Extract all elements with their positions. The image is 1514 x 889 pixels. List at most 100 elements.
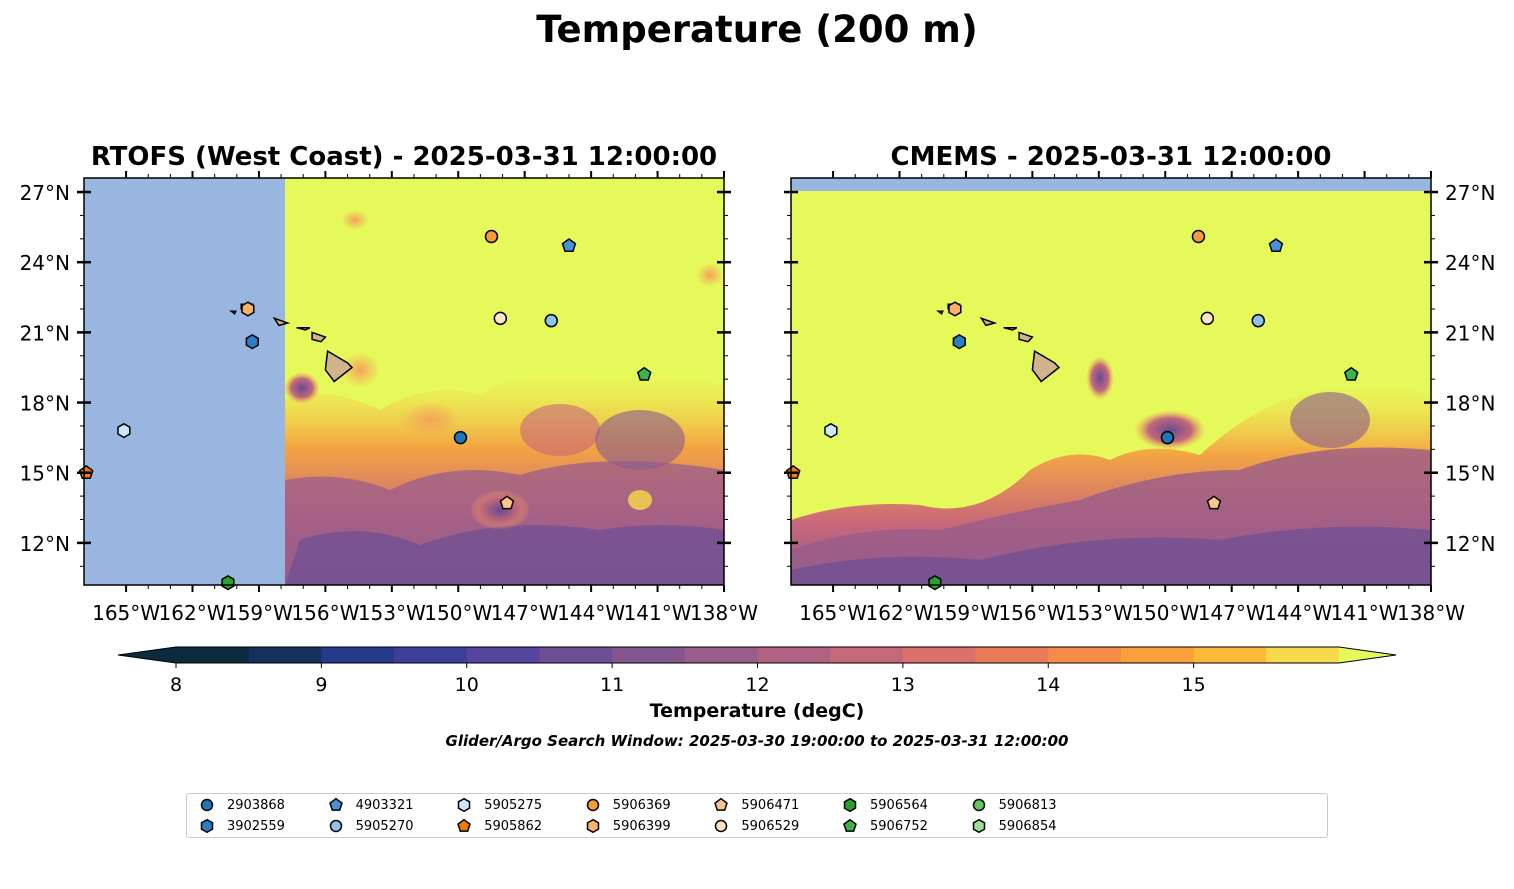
colorbar-bin-10 (902, 647, 977, 663)
x-tick-label-1-5: 150°W (1131, 601, 1199, 625)
legend-glyph-2903868 (200, 798, 214, 812)
colorbar-tick-label-3: 11 (600, 674, 624, 696)
legend-marker-5906399 (586, 818, 600, 834)
y-tick-label-left-4: 15°N (20, 462, 70, 486)
colorbar-bin-6 (612, 647, 686, 663)
y-tick-label-left-2: 21°N (20, 321, 70, 345)
legend-glyph-3902559 (200, 818, 214, 834)
y-tick-label-right-4: 15°N (1445, 462, 1495, 486)
legend-item-3902559: 3902559 (197, 816, 285, 836)
axes-frame-0 (83, 177, 725, 586)
y-tick-label-right-0: 27°N (1445, 181, 1495, 205)
legend-label: 5906813 (998, 797, 1057, 813)
colorbar-bin-11 (975, 647, 1049, 663)
island-0-1 (311, 331, 327, 343)
platform-marker-5906529-p1 (1200, 311, 1215, 326)
legend-item-4903321: 4903321 (326, 795, 414, 815)
map-axes: 165°W162°W159°W156°W153°W150°W147°W144°W… (20, 171, 1495, 625)
legend-item-5906854: 5906854 (969, 816, 1057, 836)
legend-label: 5906471 (741, 797, 800, 813)
platform-marker-5905275-p0 (117, 422, 131, 439)
platform-marker-5906564-p0 (221, 575, 235, 591)
legend-item-5906752: 5906752 (840, 816, 928, 836)
x-tick-label-1-7: 144°W (1264, 601, 1332, 625)
colorbar: 8 9 10 11 12 13 14 15 (117, 646, 1397, 696)
x-tick-label-1-2: 159°W (932, 601, 1000, 625)
platform-marker-5906529-p0 (493, 311, 508, 326)
platform-marker-5906752-p0 (636, 366, 652, 381)
x-tick-label-0-2: 159°W (225, 601, 293, 625)
colorbar-label: Temperature (degC) (649, 700, 865, 722)
island-0-3 (272, 316, 291, 327)
legend-glyph-5906529 (715, 819, 728, 833)
colorbar-tick-label-6: 14 (1036, 674, 1060, 696)
x-tick-label-0-9: 138°W (690, 601, 758, 625)
legend-marker-5906854 (972, 818, 985, 834)
legend-item-5905275: 5905275 (454, 795, 542, 815)
colorbar-over-arrow (1339, 647, 1396, 663)
y-tick-label-right-2: 21°N (1445, 321, 1495, 345)
platform-marker-2903868-p1 (1160, 430, 1175, 445)
island-1-0 (1031, 349, 1061, 383)
colorbar-outline (117, 646, 1397, 664)
legend-item-5906471: 5906471 (711, 795, 799, 815)
x-tick-label-0-5: 150°W (424, 601, 492, 625)
x-tick-label-0-8: 141°W (624, 601, 692, 625)
colorbar-bin-8 (757, 647, 831, 663)
search-window-text: Glider/Argo Search Window: 2025-03-30 19… (445, 732, 1069, 750)
platform-marker-5906471-p0 (499, 495, 515, 510)
y-tick-label-right-3: 18°N (1445, 392, 1495, 416)
legend-marker-5906369 (586, 798, 600, 812)
x-tick-label-1-4: 153°W (1065, 601, 1133, 625)
y-tick-label-right-1: 24°N (1445, 251, 1495, 275)
platform-marker-3902559-p0 (245, 334, 259, 350)
colorbar-tick-label-7: 15 (1182, 674, 1206, 696)
legend-label: 5906369 (612, 797, 671, 813)
x-tick-label-0-0: 165°W (92, 601, 160, 625)
colorbar-bin-12 (1048, 647, 1122, 663)
cmems-field (791, 178, 1431, 585)
y-tick-label-left-5: 12°N (20, 532, 70, 556)
legend-item-5906564: 5906564 (840, 795, 928, 815)
legend-label: 5905270 (355, 818, 414, 834)
x-tick-label-0-3: 156°W (291, 601, 359, 625)
platform-marker-4903321-p1 (1268, 238, 1284, 253)
legend-label: 5906529 (741, 818, 800, 834)
legend-glyph-5906813 (972, 798, 985, 812)
legend-label: 4903321 (355, 797, 414, 813)
x-tick-label-0-4: 153°W (358, 601, 426, 625)
y-tick-label-left-0: 27°N (20, 181, 70, 205)
legend-glyph-5905275 (457, 797, 471, 813)
colorbar-tick-label-4: 12 (745, 674, 769, 696)
platform-marker-5906752-p1 (1343, 366, 1359, 381)
legend-label: 5905862 (484, 818, 543, 834)
legend-marker-5906564 (843, 797, 857, 813)
colorbar-tick-label-2: 10 (455, 674, 479, 696)
legend-label: 2903868 (227, 797, 285, 813)
legend-marker-5906752 (843, 818, 857, 832)
legend-label: 5905275 (484, 797, 543, 813)
legend-item-5906369: 5906369 (583, 795, 671, 815)
legend-label: 5906854 (998, 818, 1057, 834)
figure-title: Temperature (200 m) (536, 8, 978, 51)
colorbar-tick-label-5: 13 (891, 674, 915, 696)
x-tick-label-1-9: 138°W (1397, 601, 1465, 625)
platform-marker-5906399-p0 (241, 301, 255, 317)
legend-marker-4903321 (328, 797, 343, 811)
colorbar-tick-label-0: 8 (170, 674, 182, 696)
x-tick-label-1-3: 156°W (998, 601, 1066, 625)
island-0-0 (324, 349, 354, 383)
x-tick-label-1-0: 165°W (799, 601, 867, 625)
x-tick-label-1-6: 147°W (1198, 601, 1266, 625)
platform-marker-5906399-p1 (948, 301, 962, 317)
x-tick-label-0-1: 162°W (159, 601, 227, 625)
platform-marker-5906564-p1 (928, 575, 942, 591)
legend-item-5905862: 5905862 (454, 816, 542, 836)
y-tick-label-right-5: 12°N (1445, 532, 1495, 556)
legend-marker-5905275 (457, 797, 471, 813)
legend-marker-2903868 (200, 798, 214, 812)
legend-glyph-5906369 (586, 798, 600, 812)
x-tick-label-0-6: 147°W (491, 601, 559, 625)
island-0-5 (228, 310, 237, 315)
legend-glyph-5905270 (329, 819, 342, 833)
